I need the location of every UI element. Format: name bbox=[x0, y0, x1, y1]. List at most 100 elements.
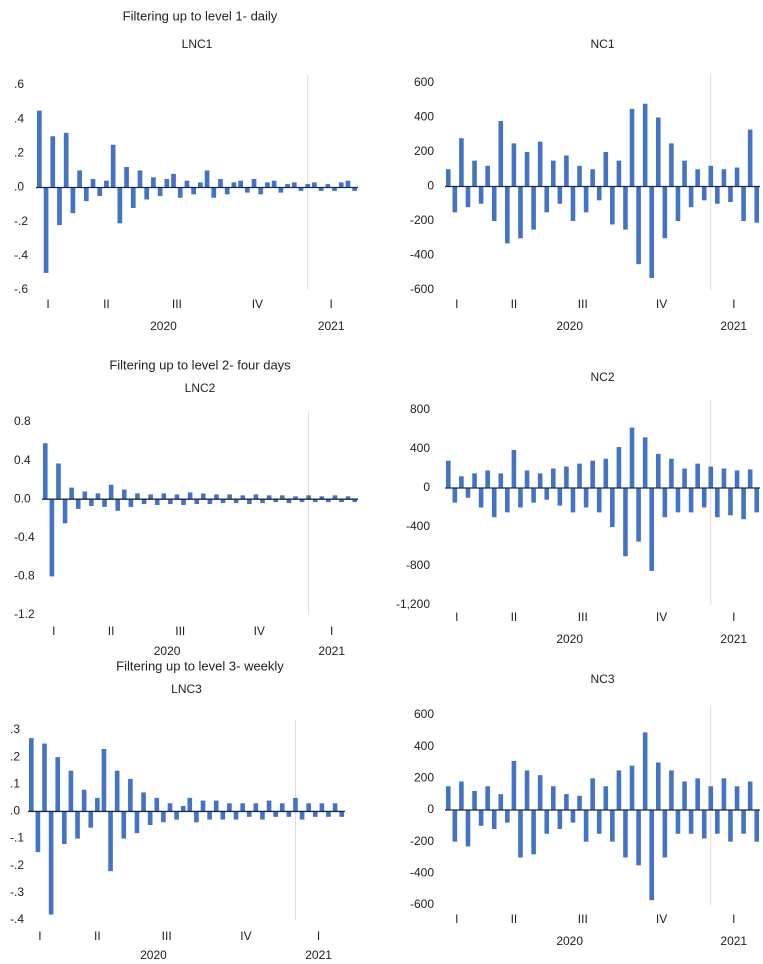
x-tick-label: II bbox=[108, 624, 115, 638]
y-tick-label: 0.0 bbox=[14, 491, 31, 505]
bar bbox=[128, 778, 133, 812]
bar bbox=[69, 487, 74, 500]
bar bbox=[498, 794, 504, 810]
x-tick-label: I bbox=[52, 624, 55, 638]
bar bbox=[108, 484, 114, 500]
year-label: 2021 bbox=[720, 319, 747, 333]
bar bbox=[629, 765, 635, 810]
bar bbox=[57, 187, 62, 226]
bar bbox=[754, 186, 760, 223]
x-tick-label: I bbox=[732, 297, 735, 311]
bar bbox=[90, 178, 96, 188]
bar bbox=[485, 165, 490, 187]
bar bbox=[669, 143, 674, 187]
bar bbox=[728, 488, 733, 516]
bar bbox=[43, 187, 49, 273]
bar bbox=[550, 786, 556, 810]
y-tick-label: 0 bbox=[423, 480, 430, 494]
bar bbox=[148, 494, 153, 500]
bar bbox=[610, 186, 615, 225]
y-tick-label: -.4 bbox=[10, 912, 24, 926]
bar bbox=[135, 493, 140, 500]
bar bbox=[537, 141, 543, 187]
bar bbox=[273, 811, 278, 817]
bar bbox=[325, 184, 331, 188]
bar bbox=[28, 738, 34, 812]
x-tick-label: I bbox=[732, 912, 735, 926]
bar bbox=[531, 186, 536, 230]
bar bbox=[326, 499, 331, 503]
bar bbox=[286, 811, 292, 817]
chart-title: LNC1 bbox=[182, 37, 213, 51]
bar bbox=[240, 495, 246, 500]
bar bbox=[227, 803, 232, 812]
y-tick-label: .1 bbox=[10, 776, 20, 790]
x-tick-label: I bbox=[38, 929, 41, 943]
bar bbox=[352, 187, 357, 191]
y-tick-label: 200 bbox=[414, 144, 434, 158]
x-tick-label: III bbox=[175, 624, 185, 638]
bar bbox=[352, 499, 358, 503]
bar bbox=[151, 177, 156, 188]
bar bbox=[326, 811, 331, 817]
y-tick-label: -0.8 bbox=[14, 569, 35, 583]
bar bbox=[655, 762, 661, 810]
y-tick-label: 0 bbox=[427, 179, 434, 193]
bar bbox=[524, 770, 530, 810]
chart-title: LNC2 bbox=[185, 381, 216, 395]
bar bbox=[130, 187, 136, 208]
y-tick-label: .3 bbox=[10, 722, 20, 736]
bar bbox=[220, 811, 226, 820]
bar bbox=[108, 811, 113, 872]
bar bbox=[157, 187, 163, 197]
y-tick-label: -.2 bbox=[10, 858, 24, 872]
bar bbox=[498, 120, 504, 187]
bar bbox=[278, 187, 284, 193]
bar bbox=[227, 494, 232, 500]
bar bbox=[662, 186, 668, 239]
bar bbox=[511, 449, 517, 488]
bar bbox=[610, 810, 615, 842]
bar bbox=[194, 811, 199, 823]
bar bbox=[655, 117, 661, 187]
bar bbox=[207, 499, 213, 505]
bar bbox=[50, 136, 56, 188]
bar bbox=[583, 186, 589, 213]
bar bbox=[708, 466, 714, 488]
bar bbox=[124, 167, 129, 188]
bar bbox=[498, 473, 504, 488]
bar bbox=[95, 797, 100, 812]
y-tick-label: 600 bbox=[414, 75, 434, 89]
bar bbox=[194, 499, 200, 505]
bar bbox=[312, 499, 318, 503]
bar bbox=[251, 178, 257, 188]
bar bbox=[332, 495, 338, 500]
bar bbox=[636, 186, 641, 265]
y-tick-label: -1.2 bbox=[14, 607, 35, 621]
chart-title: NC3 bbox=[590, 672, 614, 686]
bar bbox=[505, 186, 510, 244]
x-tick-label: II bbox=[511, 610, 518, 624]
bar bbox=[728, 186, 733, 203]
year-label: 2020 bbox=[154, 644, 181, 658]
bar bbox=[187, 797, 193, 812]
bar bbox=[200, 493, 206, 500]
y-tick-label: -200 bbox=[410, 834, 434, 848]
bar bbox=[279, 803, 285, 812]
y-tick-label: 600 bbox=[414, 707, 434, 721]
bar bbox=[675, 488, 681, 513]
bar bbox=[161, 493, 167, 500]
bar bbox=[266, 495, 272, 500]
bar bbox=[141, 499, 147, 505]
bar bbox=[616, 770, 622, 810]
bar bbox=[583, 488, 589, 508]
bar bbox=[531, 810, 536, 855]
bar bbox=[557, 488, 563, 506]
y-tick-label: .2 bbox=[10, 749, 20, 763]
bar bbox=[260, 499, 265, 504]
year-label: 2020 bbox=[140, 948, 167, 962]
y-tick-label: 0.4 bbox=[14, 453, 31, 467]
y-tick-label: -.2 bbox=[14, 214, 28, 228]
bar bbox=[75, 499, 81, 509]
year-label: 2021 bbox=[305, 948, 332, 962]
